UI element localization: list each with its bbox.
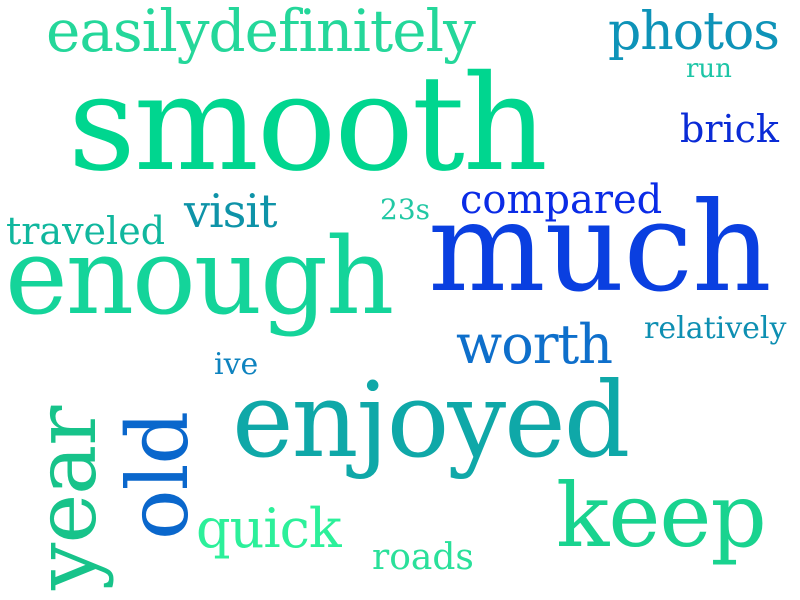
word-run: run — [686, 54, 732, 84]
word-roads: roads — [372, 537, 474, 578]
word-ive: ive — [214, 347, 259, 382]
word-brick: brick — [680, 107, 779, 151]
word-traveled: traveled — [6, 209, 166, 253]
word-quick: quick — [196, 497, 342, 560]
word-enough: enough — [5, 215, 394, 338]
word-smooth: smooth — [68, 47, 548, 201]
word-keep: keep — [556, 464, 767, 567]
word-relatively: relatively — [644, 311, 787, 346]
word-compared: compared — [460, 177, 663, 223]
word-visit: visit — [184, 184, 278, 238]
word-photos: photos — [608, 2, 780, 62]
word-worth: worth — [456, 313, 613, 376]
word-enjoyed: enjoyed — [232, 359, 630, 481]
word-23s: 23s — [380, 193, 430, 226]
word-much: much — [428, 176, 772, 320]
word-old: old — [109, 411, 207, 540]
word-easilydefinitely: easilydefinitely — [46, 0, 476, 65]
word-year: year — [17, 406, 115, 590]
